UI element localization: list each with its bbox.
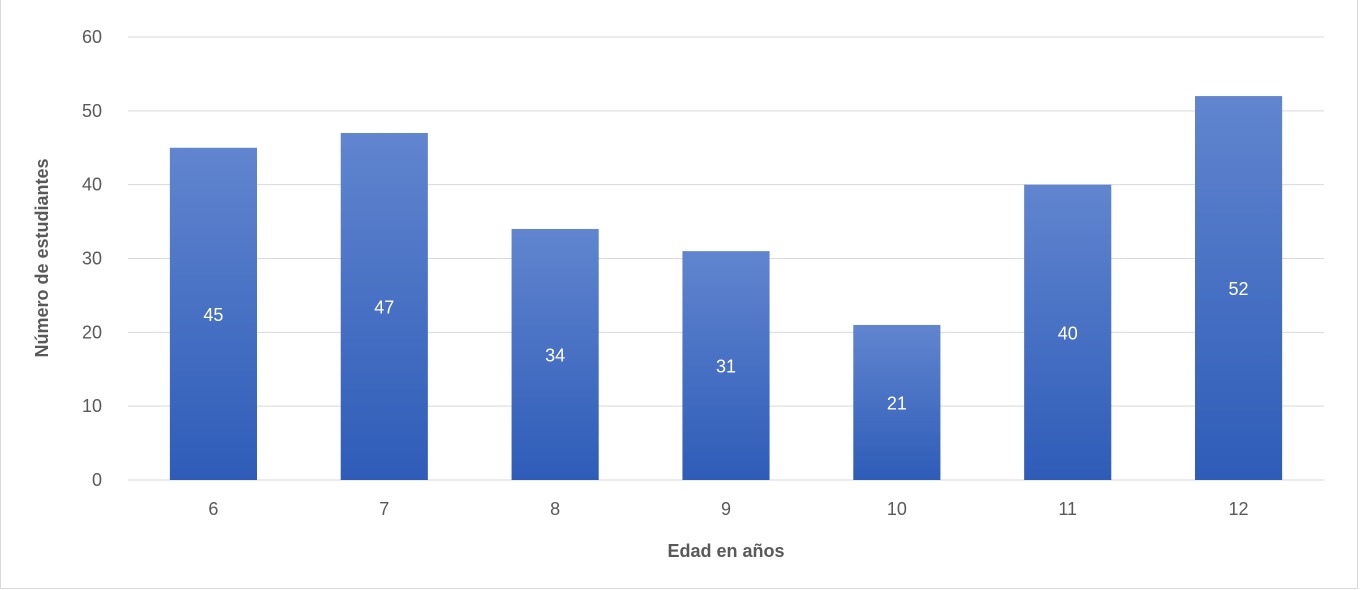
y-tick-label-10: 10 bbox=[82, 396, 102, 416]
x-tick-label-10: 10 bbox=[887, 499, 907, 519]
data-label-9: 31 bbox=[716, 357, 736, 377]
bar-10 bbox=[853, 324, 941, 480]
y-axis-ticks: 0 10 20 30 40 50 60 bbox=[82, 27, 102, 490]
bar-7 bbox=[340, 132, 428, 480]
x-tick-label-9: 9 bbox=[721, 499, 731, 519]
y-tick-label-60: 60 bbox=[82, 27, 102, 47]
x-tick-label-11: 11 bbox=[1058, 499, 1077, 519]
data-label-12: 52 bbox=[1229, 279, 1249, 299]
y-tick-label-0: 0 bbox=[92, 470, 102, 490]
x-tick-label-8: 8 bbox=[550, 499, 560, 519]
bar-6 bbox=[169, 147, 257, 480]
bar-8 bbox=[511, 228, 599, 480]
data-label-11: 40 bbox=[1058, 323, 1078, 343]
y-tick-label-20: 20 bbox=[82, 322, 102, 342]
data-label-10: 21 bbox=[887, 393, 907, 413]
y-axis-title: Número de estudiantes bbox=[32, 158, 52, 357]
data-label-8: 34 bbox=[545, 345, 565, 365]
x-axis-ticks: 6 7 8 9 10 11 12 bbox=[208, 499, 1248, 519]
data-label-7: 47 bbox=[374, 297, 394, 317]
bars bbox=[169, 96, 1283, 481]
x-tick-label-7: 7 bbox=[379, 499, 389, 519]
data-labels: 45 47 34 31 21 40 52 bbox=[203, 279, 1248, 413]
x-tick-label-6: 6 bbox=[208, 499, 218, 519]
bar-9 bbox=[682, 251, 770, 480]
y-tick-label-30: 30 bbox=[82, 249, 102, 269]
data-label-6: 45 bbox=[203, 305, 223, 325]
x-axis-title: Edad en años bbox=[667, 541, 784, 561]
y-tick-label-50: 50 bbox=[82, 101, 102, 121]
y-tick-label-40: 40 bbox=[82, 175, 102, 195]
bar-11 bbox=[1024, 184, 1112, 480]
x-tick-label-12: 12 bbox=[1229, 499, 1249, 519]
bar-12 bbox=[1195, 96, 1283, 481]
